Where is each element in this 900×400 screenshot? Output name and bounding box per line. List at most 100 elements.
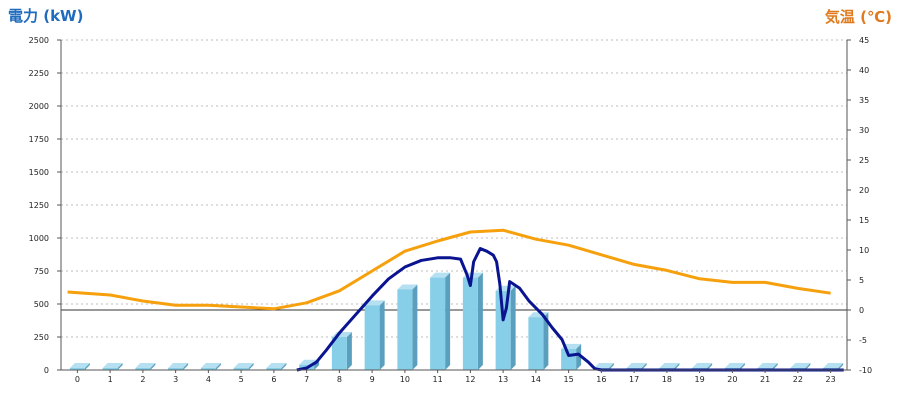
bar-side [281,363,287,370]
bar-side [379,300,385,370]
bar-side [838,363,844,370]
bar-side [84,363,90,370]
x-tick-label: 18 [662,375,672,384]
bar-front [364,305,380,370]
x-tick-label: 19 [695,375,705,384]
x-tick-label: 4 [206,375,211,384]
bar [462,272,483,370]
bar-top [823,363,844,368]
right-tick-label: 10 [859,246,869,255]
bar-side [150,363,156,370]
bar-front [69,368,85,370]
bar [430,272,451,370]
bar [69,363,90,370]
bar-top [757,363,778,368]
bar [397,284,418,370]
grid-layer [61,39,847,338]
right-tick-label: 0 [859,306,864,315]
temperature-line [67,228,831,311]
bar-side [805,363,811,370]
x-tick-label: 9 [370,375,375,384]
bar-top [626,363,647,368]
x-tick-label: 11 [433,375,443,384]
bar [102,363,123,370]
bar-top [135,363,156,368]
bar-front [266,368,282,370]
x-tick-label: 15 [564,375,574,384]
bar-front [397,289,413,370]
axis-layer [57,39,851,373]
left-axis-title: 電力 (kW) [8,7,84,25]
bar-top [430,272,451,278]
bar-layer [69,272,844,370]
x-tick-label: 14 [531,375,541,384]
bar-side [772,363,778,370]
left-tick-label: 1500 [29,168,49,177]
bar-top [266,363,287,368]
left-tick-label: 2000 [29,102,49,111]
bar-side [707,363,713,370]
x-tick-label: 20 [727,375,737,384]
bar-top [593,363,614,368]
right-tick-label: 45 [859,36,869,45]
right-tick-label: 35 [859,96,869,105]
bar-side [608,363,614,370]
right-tick-label: -5 [859,336,867,345]
x-tick-label: 6 [271,375,276,384]
left-tick-label: 0 [44,366,49,375]
bar-top [69,363,90,368]
right-tick-label: 30 [859,126,869,135]
bar [200,363,221,370]
x-tick-label: 10 [400,375,410,384]
bar [266,363,287,370]
label-layer: 02505007501000125015001750200022502500-1… [29,36,872,384]
bar-front [168,368,184,370]
bar-side [183,363,189,370]
bar-front [135,368,151,370]
left-tick-label: 1250 [29,201,49,210]
x-tick-label: 3 [173,375,178,384]
bar-side [576,343,582,370]
power-line [296,247,844,372]
bar-side [543,312,549,370]
bar [135,363,156,370]
left-tick-label: 2500 [29,36,49,45]
bar [233,363,254,370]
bar-top [659,363,680,368]
bar-side [510,285,516,370]
right-tick-label: 25 [859,156,869,165]
right-axis-title: 気温 (℃) [824,8,892,26]
bar-front [102,368,118,370]
bar-front [528,317,544,370]
bar-top [692,363,713,368]
x-tick-label: 12 [465,375,475,384]
left-tick-label: 500 [34,300,49,309]
bar-side [346,332,352,370]
x-tick-label: 22 [793,375,803,384]
left-tick-label: 1750 [29,135,49,144]
x-tick-label: 23 [826,375,836,384]
bar-top [724,363,745,368]
bar-side [215,363,221,370]
bar-top [200,363,221,368]
x-tick-label: 2 [140,375,145,384]
bar-front [331,337,347,370]
bar-top [397,284,418,290]
bar-top [790,363,811,368]
bar-front [462,277,478,370]
x-tick-label: 16 [596,375,606,384]
x-tick-label: 13 [498,375,508,384]
bar-top [102,363,123,368]
right-tick-label: 40 [859,66,869,75]
bar [528,312,549,370]
bar-side [445,272,451,370]
left-tick-label: 2250 [29,69,49,78]
bar [168,363,189,370]
bar [495,285,516,370]
left-tick-label: 1000 [29,234,49,243]
x-tick-label: 1 [108,375,113,384]
bar-side [674,363,680,370]
line-layer [67,228,844,372]
